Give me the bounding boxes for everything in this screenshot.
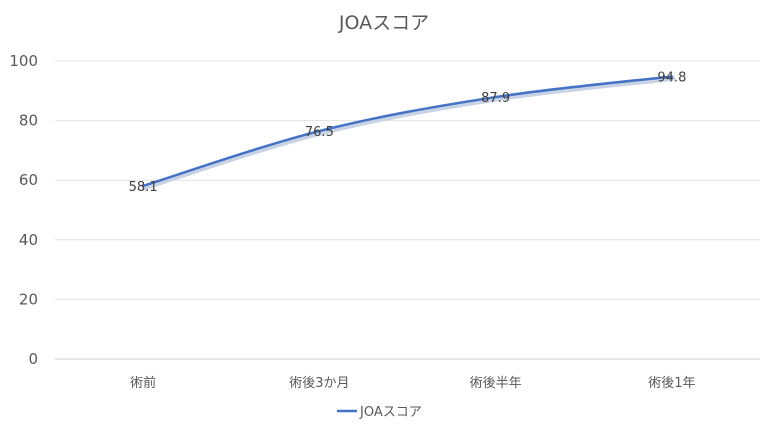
chart-title: JOAスコア — [338, 12, 429, 34]
data-label: 76.5 — [305, 125, 334, 140]
y-tick-label: 100 — [9, 52, 38, 70]
legend-label: JOAスコア — [359, 405, 422, 420]
x-tick-label: 術後半年 — [470, 376, 522, 391]
y-tick-label: 80 — [19, 112, 38, 130]
x-tick-label: 術後3か月 — [289, 376, 349, 391]
y-tick-label: 40 — [19, 231, 38, 249]
data-label: 87.9 — [481, 91, 510, 106]
x-tick-label: 術前 — [130, 375, 156, 391]
series-line — [141, 75, 674, 188]
legend: JOAスコア — [337, 405, 422, 420]
data-label: 58.1 — [129, 180, 158, 195]
y-tick-label: 20 — [19, 290, 38, 308]
y-tick-label: 60 — [19, 171, 38, 189]
x-tick-label: 術後1年 — [648, 376, 695, 391]
y-tick-label: 0 — [28, 350, 38, 368]
series-line-shadow — [141, 75, 676, 191]
data-label: 94.8 — [657, 70, 686, 85]
